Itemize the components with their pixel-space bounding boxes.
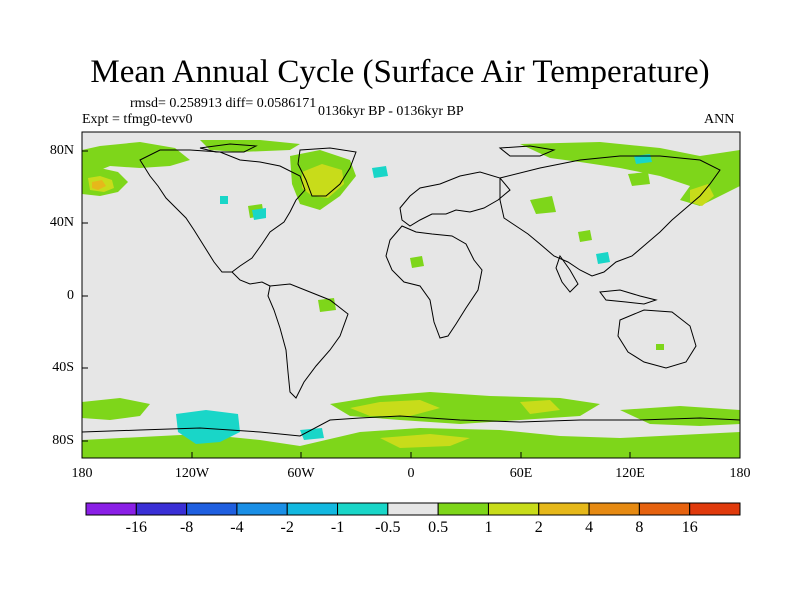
colorbar-label: 4 (585, 519, 594, 536)
colorbar-label: 8 (635, 519, 644, 536)
lon-label-180w: 180 (71, 466, 93, 481)
colorbar-swatch (85, 502, 137, 516)
colorbar-swatch (387, 502, 439, 516)
colorbar-label: -8 (179, 519, 194, 536)
season-text: ANN (704, 112, 735, 127)
lon-label-180e: 180 (729, 466, 751, 481)
colorbar-label: 0.5 (428, 519, 449, 536)
lat-label-80s: 80S (52, 433, 74, 448)
lon-label-60w: 60W (287, 466, 315, 481)
colorbar-swatch (286, 502, 339, 516)
colorbar-label: -4 (230, 519, 244, 536)
period-text: 0136kyr BP - 0136kyr BP (318, 104, 464, 119)
colorbar-label: -16 (125, 519, 147, 536)
colorbar-swatch (689, 502, 741, 516)
colorbar-label: -0.5 (375, 519, 401, 536)
colorbar-swatch (538, 502, 590, 516)
colorbar-label: 1 (484, 519, 493, 536)
lat-label-80n: 80N (49, 143, 74, 158)
experiment-text: Expt = tfmg0-tevv0 (82, 112, 193, 127)
coastlines (81, 143, 741, 437)
colorbar-label: 2 (534, 519, 543, 536)
lat-label-40s: 40S (52, 360, 74, 375)
colorbar-label: -2 (280, 519, 294, 536)
colorbar-swatch (437, 502, 489, 516)
lon-label-120w: 120W (174, 466, 210, 481)
lon-label-120e: 120E (615, 466, 645, 481)
colorbar-swatch (236, 502, 288, 516)
colorbar-swatch (135, 502, 188, 516)
lat-label-0: 0 (67, 288, 74, 303)
colorbar (85, 502, 741, 516)
stats-text: rmsd= 0.258913 diff= 0.0586171 (130, 96, 317, 111)
colorbar-swatch (588, 502, 640, 516)
colorbar-label: -1 (330, 519, 345, 536)
lon-label-0: 0 (407, 466, 415, 481)
lon-label-60e: 60E (509, 466, 533, 481)
colorbar-swatch (337, 502, 389, 516)
colorbar-swatch (186, 502, 238, 516)
colorbar-label: 16 (681, 519, 698, 536)
tick-marks (81, 150, 741, 458)
colorbar-swatch (638, 502, 691, 516)
map-title: Mean Annual Cycle (Surface Air Temperatu… (90, 54, 710, 90)
colorbar-swatch (487, 502, 540, 516)
lat-label-40n: 40N (49, 215, 74, 230)
